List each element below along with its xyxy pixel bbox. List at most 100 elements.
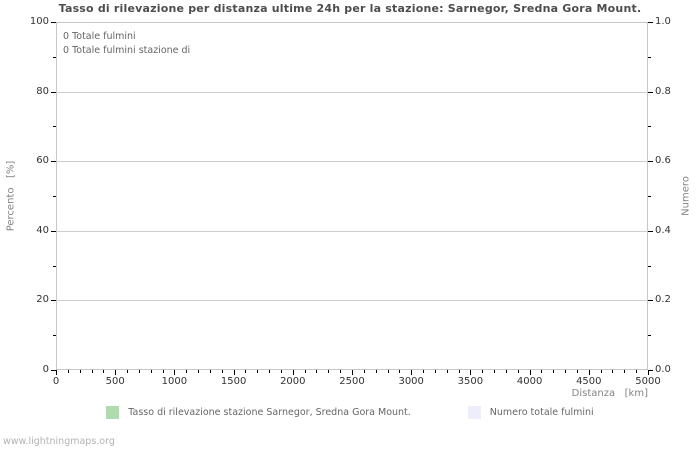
x-axis-minor-tick <box>198 370 200 373</box>
y-axis-label-right: Numero <box>680 176 692 216</box>
annotation-total-lightning: 0 Totale fulmini <box>63 31 136 42</box>
gridline <box>57 230 647 232</box>
annotations: 0 Totale fulmini 0 Totale fulmini stazio… <box>63 30 190 58</box>
x-axis-tick-label: 1500 <box>220 376 247 387</box>
x-axis-minor-tick <box>79 370 81 373</box>
x-axis-minor-tick <box>316 370 318 373</box>
x-axis-minor-tick <box>280 370 282 373</box>
annotation-station-lightning: 0 Totale fulmini stazione di <box>63 45 191 56</box>
x-axis-minor-tick <box>138 370 140 373</box>
y-axis-minor-tick-right <box>648 126 651 128</box>
legend-item: Numero totale fulmini <box>467 406 594 419</box>
x-axis-tick-label: 3000 <box>398 376 424 387</box>
x-axis-minor-tick <box>328 370 330 373</box>
x-axis-tick <box>588 370 590 375</box>
legend-item: Tasso di rilevazione stazione Sarnegor, … <box>106 406 411 419</box>
x-axis-minor-tick <box>257 370 259 373</box>
gridline <box>57 161 647 163</box>
y-axis-tick-label-left: 40 <box>36 224 49 236</box>
x-axis-minor-tick <box>150 370 152 373</box>
y-axis-tick-right <box>648 22 653 23</box>
x-axis-minor-tick <box>565 370 567 373</box>
x-axis-minor-tick <box>423 370 425 373</box>
x-axis-tick <box>352 370 353 375</box>
x-axis-minor-tick <box>340 370 342 373</box>
y-axis-tick-left <box>51 91 56 93</box>
x-axis-tick <box>529 370 531 375</box>
legend: Tasso di rilevazione stazione Sarnegor, … <box>0 406 700 419</box>
x-axis-tick-label: 2500 <box>339 376 365 387</box>
y-axis-tick-right <box>648 370 653 371</box>
x-axis-tick <box>292 370 294 375</box>
x-axis-tick-label: 4500 <box>576 376 602 387</box>
x-axis-tick-label: 0 <box>52 376 60 387</box>
x-axis-minor-tick <box>541 370 543 373</box>
y-axis-tick-label-right: 0.2 <box>655 294 671 306</box>
y-axis-minor-tick-left <box>53 56 56 58</box>
plot-area: 0 Totale fulmini 0 Totale fulmini stazio… <box>56 22 648 370</box>
x-axis-tick <box>470 370 472 375</box>
y-axis-tick-left <box>51 300 56 302</box>
x-axis-tick <box>56 370 57 375</box>
gridline <box>57 300 647 302</box>
legend-swatch <box>106 406 120 419</box>
x-axis-tick <box>648 370 649 375</box>
x-axis-minor-tick <box>553 370 555 373</box>
y-axis-minor-tick-right <box>648 56 651 58</box>
x-axis-tick-label: 4000 <box>516 376 543 387</box>
y-axis-minor-tick-left <box>53 196 56 197</box>
x-axis-minor-tick <box>103 370 105 373</box>
y-axis-minor-tick-left <box>53 265 56 267</box>
x-axis-minor-tick <box>387 370 389 373</box>
x-axis-label: Distanza [km] <box>571 388 648 399</box>
y-axis-minor-tick-right <box>648 265 651 267</box>
x-axis-minor-tick <box>67 370 69 373</box>
y-axis-tick-label-right: 0.8 <box>655 85 671 97</box>
x-axis-minor-tick <box>363 370 365 373</box>
x-axis-minor-tick <box>269 370 271 373</box>
y-axis-minor-tick-right <box>648 196 651 197</box>
y-axis-minor-tick-left <box>53 126 56 128</box>
x-axis-minor-tick <box>434 370 436 373</box>
x-axis-tick-label: 5000 <box>635 376 661 387</box>
x-axis-tick <box>233 370 235 375</box>
y-axis-tick-right <box>648 300 653 302</box>
x-axis-minor-tick <box>399 370 401 373</box>
x-axis-minor-tick <box>446 370 448 373</box>
x-axis-minor-tick <box>458 370 460 373</box>
y-axis-tick-label-right: 0.6 <box>655 155 671 167</box>
x-axis-tick-label: 500 <box>105 376 125 387</box>
x-axis-minor-tick <box>91 370 93 373</box>
legend-label: Numero totale fulmini <box>489 407 594 418</box>
x-axis-tick-label: 2000 <box>280 376 306 387</box>
x-axis-minor-tick <box>162 370 164 373</box>
x-axis-minor-tick <box>505 370 507 373</box>
y-axis-tick-label-left: 80 <box>36 85 49 97</box>
legend-label: Tasso di rilevazione stazione Sarnegor, … <box>128 407 411 418</box>
x-axis-minor-tick <box>221 370 223 373</box>
x-axis-minor-tick <box>127 370 129 373</box>
y-axis-minor-tick-left <box>53 335 56 337</box>
y-axis-tick-left <box>51 230 56 232</box>
x-axis-tick <box>174 370 176 375</box>
y-axis-tick-left <box>51 161 56 163</box>
x-axis-minor-tick <box>636 370 638 373</box>
y-axis-tick-right <box>648 91 653 93</box>
x-axis-tick-label: 1000 <box>161 376 188 387</box>
y-axis-tick-label-left: 20 <box>36 294 49 306</box>
y-axis-tick-label-left: 100 <box>29 16 49 27</box>
x-axis-minor-tick <box>245 370 247 373</box>
y-axis-tick-label-right: 0.4 <box>655 224 671 236</box>
x-axis-minor-tick <box>624 370 626 373</box>
y-axis-tick-label-right: 1.0 <box>655 16 671 27</box>
y-axis-tick-left <box>51 22 56 23</box>
legend-swatch <box>467 406 481 419</box>
x-axis-minor-tick <box>482 370 484 373</box>
x-axis-minor-tick <box>600 370 602 373</box>
x-axis-tick <box>411 370 413 375</box>
y-axis-minor-tick-right <box>648 335 651 337</box>
x-axis-tick <box>115 370 117 375</box>
footer-watermark: www.lightningmaps.org <box>3 436 115 447</box>
y-axis-tick-label-left: 60 <box>36 155 49 167</box>
y-axis-tick-right <box>648 230 653 232</box>
